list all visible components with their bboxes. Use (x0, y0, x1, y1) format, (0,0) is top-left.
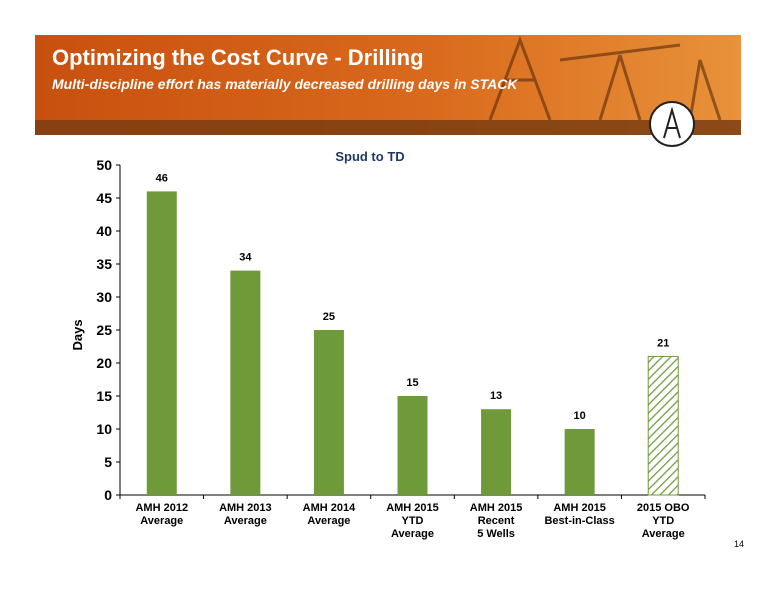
slide-subtitle: Multi-discipline effort has materially d… (52, 76, 518, 92)
y-tick-label: 5 (104, 454, 112, 470)
page-number: 14 (734, 539, 744, 549)
y-tick-label: 35 (96, 256, 112, 272)
data-label: 15 (406, 377, 418, 389)
y-tick-label: 20 (96, 355, 112, 371)
x-tick-label: AMH 2014 Average (303, 502, 356, 527)
slide-title: Optimizing the Cost Curve - Drilling (52, 45, 424, 70)
x-tick-label-line: Average (140, 515, 183, 527)
x-tick-label-line: Best-in-Class (544, 515, 614, 527)
x-tick-label-line: AMH 2014 (303, 502, 356, 514)
x-tick-label-line: Average (391, 528, 434, 540)
x-tick-label: AMH 2015 YTD Average (386, 502, 439, 540)
bar (146, 191, 177, 495)
y-tick-label: 15 (96, 388, 112, 404)
x-tick-label-line: Recent (478, 515, 515, 527)
data-label: 21 (657, 337, 669, 349)
y-tick-label: 10 (96, 421, 112, 437)
x-tick-label: AMH 2015 Best-in-Class (544, 502, 614, 527)
x-tick-label-line: 2015 OBO (637, 502, 690, 514)
data-label: 46 (156, 172, 168, 184)
banner: Optimizing the Cost Curve - Drilling Mul… (35, 35, 741, 147)
bar (313, 330, 344, 495)
x-tick-label-line: AMH 2012 (135, 502, 188, 514)
x-tick-label: AMH 2012 Average (135, 502, 188, 527)
x-tick-label-line: YTD (652, 515, 674, 527)
bar (564, 429, 595, 495)
bar (647, 355, 679, 496)
bar (397, 396, 428, 495)
y-axis-label: Days (70, 319, 85, 350)
y-tick-label: 30 (96, 289, 112, 305)
x-tick-label-line: AMH 2013 (219, 502, 272, 514)
x-tick-label-line: AMH 2015 (470, 502, 523, 514)
chart-title: Spud to TD (335, 149, 404, 164)
bar (230, 270, 261, 495)
x-tick-label-line: 5 Wells (477, 528, 515, 540)
x-tick-label-line: AMH 2015 (553, 502, 606, 514)
y-tick-label: 40 (96, 223, 112, 239)
x-tick-label-line: Average (307, 515, 350, 527)
y-tick-label: 25 (96, 322, 112, 338)
data-label: 25 (323, 311, 335, 323)
data-label: 13 (490, 390, 502, 402)
x-tick-label-line: YTD (402, 515, 424, 527)
data-label: 10 (574, 410, 586, 422)
x-tick-label: 2015 OBO YTD Average (637, 502, 690, 540)
x-tick-label: AMH 2015 Recent 5 Wells (470, 502, 523, 540)
bar (481, 409, 512, 495)
x-tick-label-line: Average (224, 515, 267, 527)
data-label: 34 (239, 252, 252, 264)
x-tick-label: AMH 2013 Average (219, 502, 272, 527)
x-tick-label-line: AMH 2015 (386, 502, 439, 514)
y-tick-label: 0 (104, 487, 112, 503)
y-tick-label: 45 (96, 190, 112, 206)
x-tick-label-line: Average (642, 528, 685, 540)
y-tick-label: 50 (96, 157, 112, 173)
